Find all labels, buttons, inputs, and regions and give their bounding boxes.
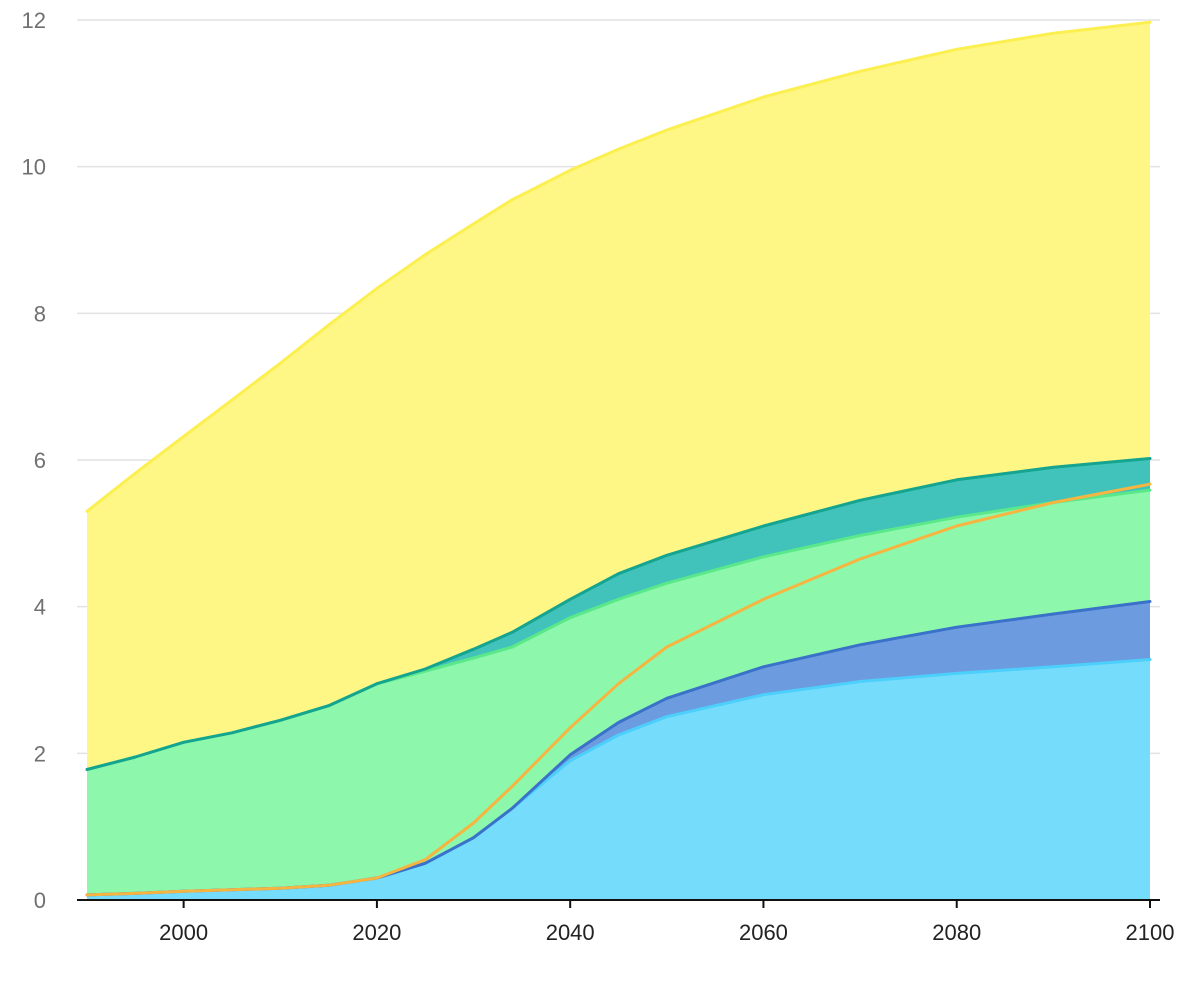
overlay-line <box>85 482 1152 897</box>
series-line-4 <box>85 457 1152 771</box>
y-tick-label: 2 <box>34 741 46 766</box>
x-tick-label: 2020 <box>352 920 401 945</box>
y-tick-label: 0 <box>34 888 46 913</box>
line-layer <box>85 20 1152 897</box>
y-axis-ticks: 0 2 4 6 8 10 12 <box>22 8 46 913</box>
y-tick-label: 4 <box>34 595 46 620</box>
x-axis <box>77 899 1160 908</box>
x-tick-label: 2100 <box>1126 920 1175 945</box>
area-series-4 <box>87 458 1150 770</box>
area-series-2 <box>87 601 1150 895</box>
series-line-5 <box>85 20 1152 513</box>
x-axis-ticks: 2000 2020 2040 2060 2080 2100 <box>159 920 1174 945</box>
y-tick-label: 6 <box>34 448 46 473</box>
area-series-1 <box>87 659 1150 900</box>
y-tick-label: 8 <box>34 301 46 326</box>
x-tick-label: 2000 <box>159 920 208 945</box>
x-tick-label: 2080 <box>932 920 981 945</box>
area-series-3 <box>87 490 1150 895</box>
x-tick-label: 2060 <box>739 920 788 945</box>
area-series-5 <box>87 22 1150 770</box>
area-layer <box>87 22 1150 900</box>
y-tick-label: 10 <box>22 155 46 180</box>
y-tick-label: 12 <box>22 8 46 33</box>
x-tick-label: 2040 <box>546 920 595 945</box>
